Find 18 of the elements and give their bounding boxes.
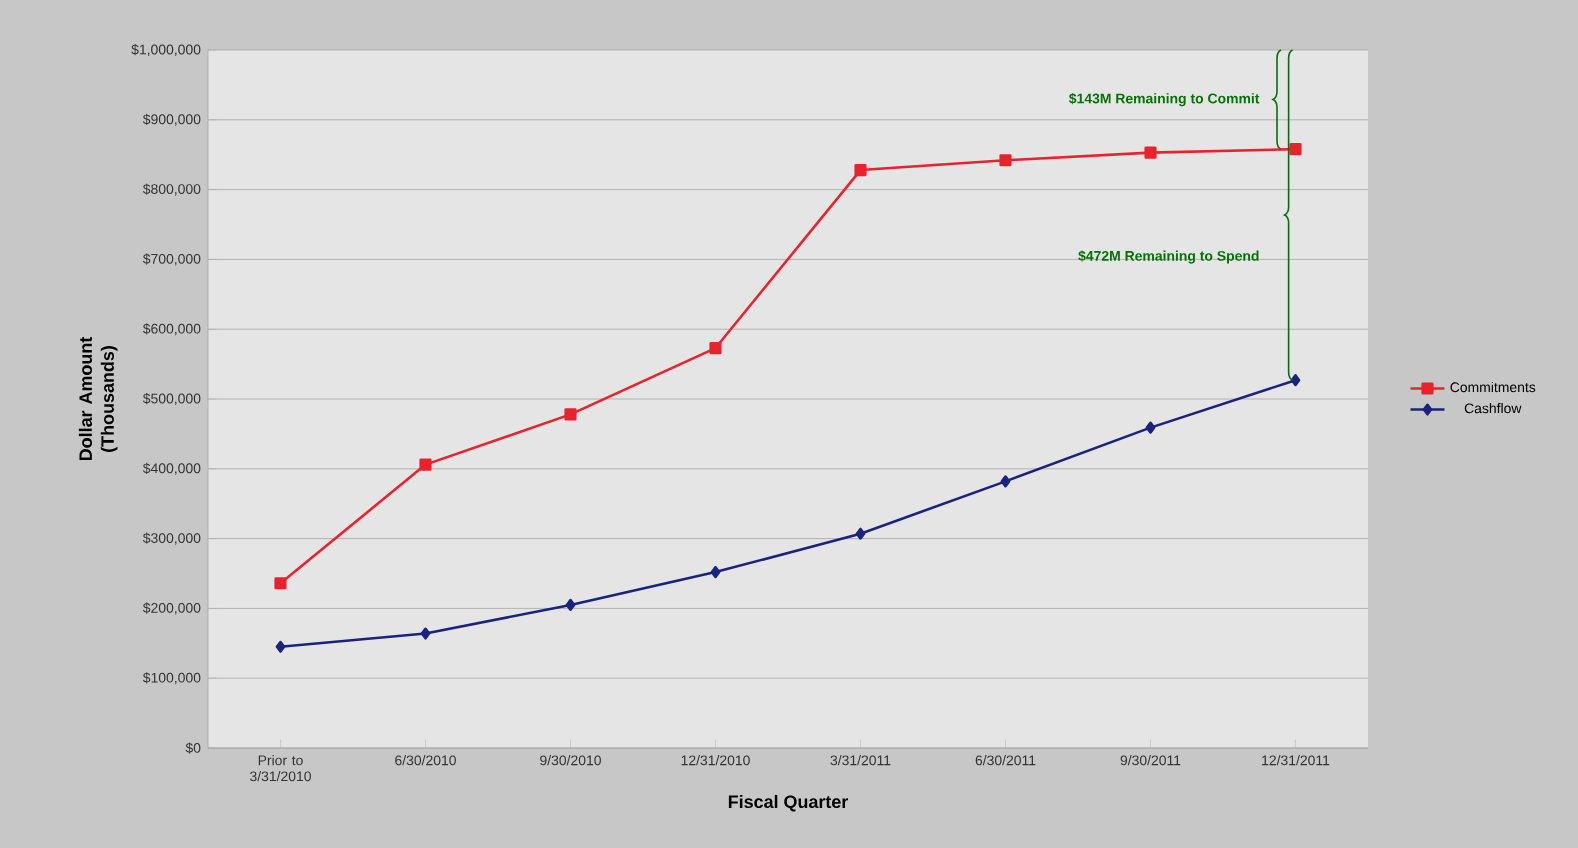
point	[565, 598, 576, 611]
point	[1000, 475, 1011, 488]
point	[999, 154, 1012, 167]
point	[1289, 143, 1302, 156]
point	[419, 458, 432, 471]
point	[1145, 421, 1156, 434]
point	[275, 640, 286, 653]
point	[710, 566, 721, 579]
point	[709, 341, 722, 355]
point	[274, 577, 287, 590]
point	[564, 408, 577, 421]
x-axis-title: Fiscal Quarter	[728, 794, 849, 812]
point	[1290, 374, 1301, 387]
point	[854, 163, 867, 177]
point	[420, 627, 431, 640]
point	[1144, 146, 1157, 159]
point	[855, 527, 866, 540]
y-axis-title: Dollar Amount (Thousands)	[78, 336, 118, 461]
